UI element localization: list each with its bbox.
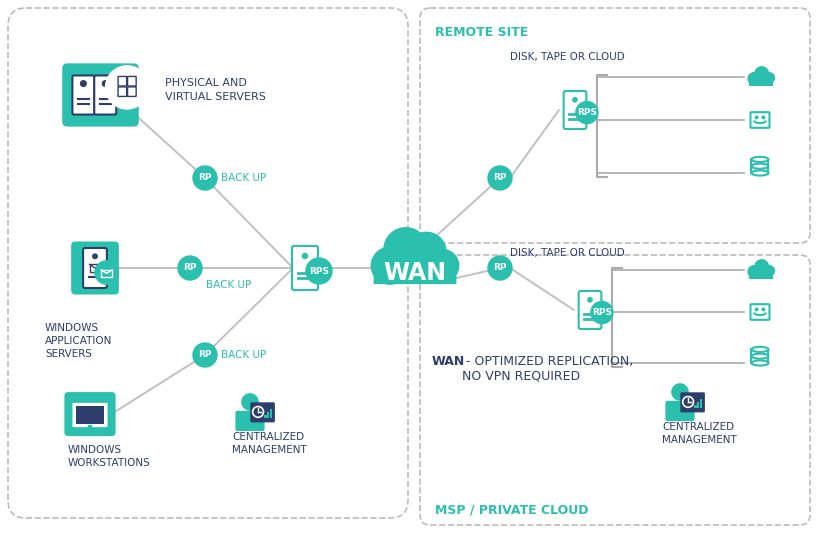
Circle shape (178, 256, 201, 280)
FancyBboxPatch shape (235, 411, 265, 431)
Text: RP: RP (183, 264, 197, 272)
FancyBboxPatch shape (563, 91, 586, 129)
Text: WINDOWS
APPLICATION
SERVERS: WINDOWS APPLICATION SERVERS (45, 323, 112, 360)
FancyBboxPatch shape (118, 77, 126, 86)
Circle shape (371, 247, 408, 284)
FancyBboxPatch shape (680, 392, 704, 412)
FancyBboxPatch shape (128, 87, 136, 96)
Text: DISK, TAPE OR CLOUD: DISK, TAPE OR CLOUD (509, 52, 624, 62)
Circle shape (242, 394, 258, 410)
Bar (75, 406, 104, 424)
Bar (699, 399, 701, 408)
FancyBboxPatch shape (72, 76, 94, 115)
Text: WAN: WAN (383, 260, 446, 285)
Text: RP: RP (198, 351, 211, 360)
Circle shape (754, 116, 757, 119)
Circle shape (487, 256, 511, 280)
Text: RP: RP (493, 174, 506, 182)
FancyBboxPatch shape (250, 403, 274, 422)
Ellipse shape (750, 170, 767, 176)
Circle shape (747, 266, 759, 278)
FancyBboxPatch shape (578, 291, 600, 329)
Bar (269, 409, 272, 418)
Text: RP: RP (493, 264, 506, 272)
FancyBboxPatch shape (62, 63, 138, 126)
Text: RPS: RPS (309, 266, 328, 276)
Text: REMOTE SITE: REMOTE SITE (434, 26, 527, 39)
Circle shape (80, 81, 86, 86)
Circle shape (95, 261, 118, 284)
Circle shape (587, 297, 591, 302)
Bar (696, 402, 699, 408)
FancyBboxPatch shape (292, 246, 318, 290)
FancyBboxPatch shape (71, 242, 119, 294)
Circle shape (754, 67, 767, 80)
Circle shape (761, 116, 764, 119)
FancyBboxPatch shape (83, 248, 106, 288)
Bar (694, 405, 696, 408)
Text: RPS: RPS (591, 308, 611, 317)
Ellipse shape (750, 157, 767, 162)
Circle shape (761, 308, 764, 311)
Circle shape (487, 166, 511, 190)
Text: BACK UP: BACK UP (221, 350, 266, 360)
Text: WINDOWS
WORKSTATIONS: WINDOWS WORKSTATIONS (68, 445, 151, 468)
Circle shape (590, 301, 612, 324)
Circle shape (747, 73, 759, 85)
Circle shape (305, 258, 332, 284)
Circle shape (102, 81, 108, 86)
Text: CENTRALIZED
MANAGEMENT: CENTRALIZED MANAGEMENT (661, 422, 735, 445)
Bar (89, 264, 100, 272)
Text: CENTRALIZED
MANAGEMENT: CENTRALIZED MANAGEMENT (232, 432, 306, 455)
Circle shape (763, 266, 773, 276)
Ellipse shape (750, 360, 767, 366)
Circle shape (192, 166, 217, 190)
Circle shape (406, 232, 446, 271)
FancyBboxPatch shape (118, 87, 126, 96)
Circle shape (763, 73, 773, 83)
Text: MSP / PRIVATE CLOUD: MSP / PRIVATE CLOUD (434, 504, 588, 517)
Text: BACK UP: BACK UP (221, 173, 266, 183)
Bar (102, 270, 112, 277)
FancyBboxPatch shape (94, 76, 116, 115)
FancyBboxPatch shape (71, 402, 108, 428)
Text: RPS: RPS (577, 108, 596, 117)
Text: BACK UP: BACK UP (206, 280, 251, 290)
FancyBboxPatch shape (65, 392, 115, 436)
FancyBboxPatch shape (749, 112, 768, 128)
Circle shape (383, 228, 428, 271)
Circle shape (754, 260, 767, 273)
Circle shape (575, 101, 597, 124)
Circle shape (671, 384, 687, 400)
Circle shape (192, 343, 217, 367)
Text: DISK, TAPE OR CLOUD: DISK, TAPE OR CLOUD (509, 248, 624, 258)
Ellipse shape (750, 163, 767, 169)
FancyBboxPatch shape (128, 77, 136, 86)
Text: RP: RP (198, 174, 211, 182)
Circle shape (426, 250, 458, 282)
Text: WAN: WAN (432, 355, 464, 368)
FancyBboxPatch shape (373, 259, 456, 284)
FancyBboxPatch shape (664, 401, 694, 421)
Bar (267, 412, 269, 418)
Circle shape (754, 308, 757, 311)
Circle shape (572, 98, 577, 102)
Circle shape (302, 254, 307, 258)
Bar (264, 415, 266, 418)
FancyBboxPatch shape (749, 304, 768, 320)
Circle shape (93, 254, 97, 258)
Ellipse shape (750, 354, 767, 359)
Bar (748, 79, 771, 86)
Bar (748, 272, 771, 279)
Text: PHYSICAL AND
VIRTUAL SERVERS: PHYSICAL AND VIRTUAL SERVERS (165, 78, 265, 102)
Ellipse shape (750, 347, 767, 352)
Circle shape (106, 66, 147, 108)
Text: - OPTIMIZED REPLICATION,
NO VPN REQUIRED: - OPTIMIZED REPLICATION, NO VPN REQUIRED (461, 355, 632, 383)
